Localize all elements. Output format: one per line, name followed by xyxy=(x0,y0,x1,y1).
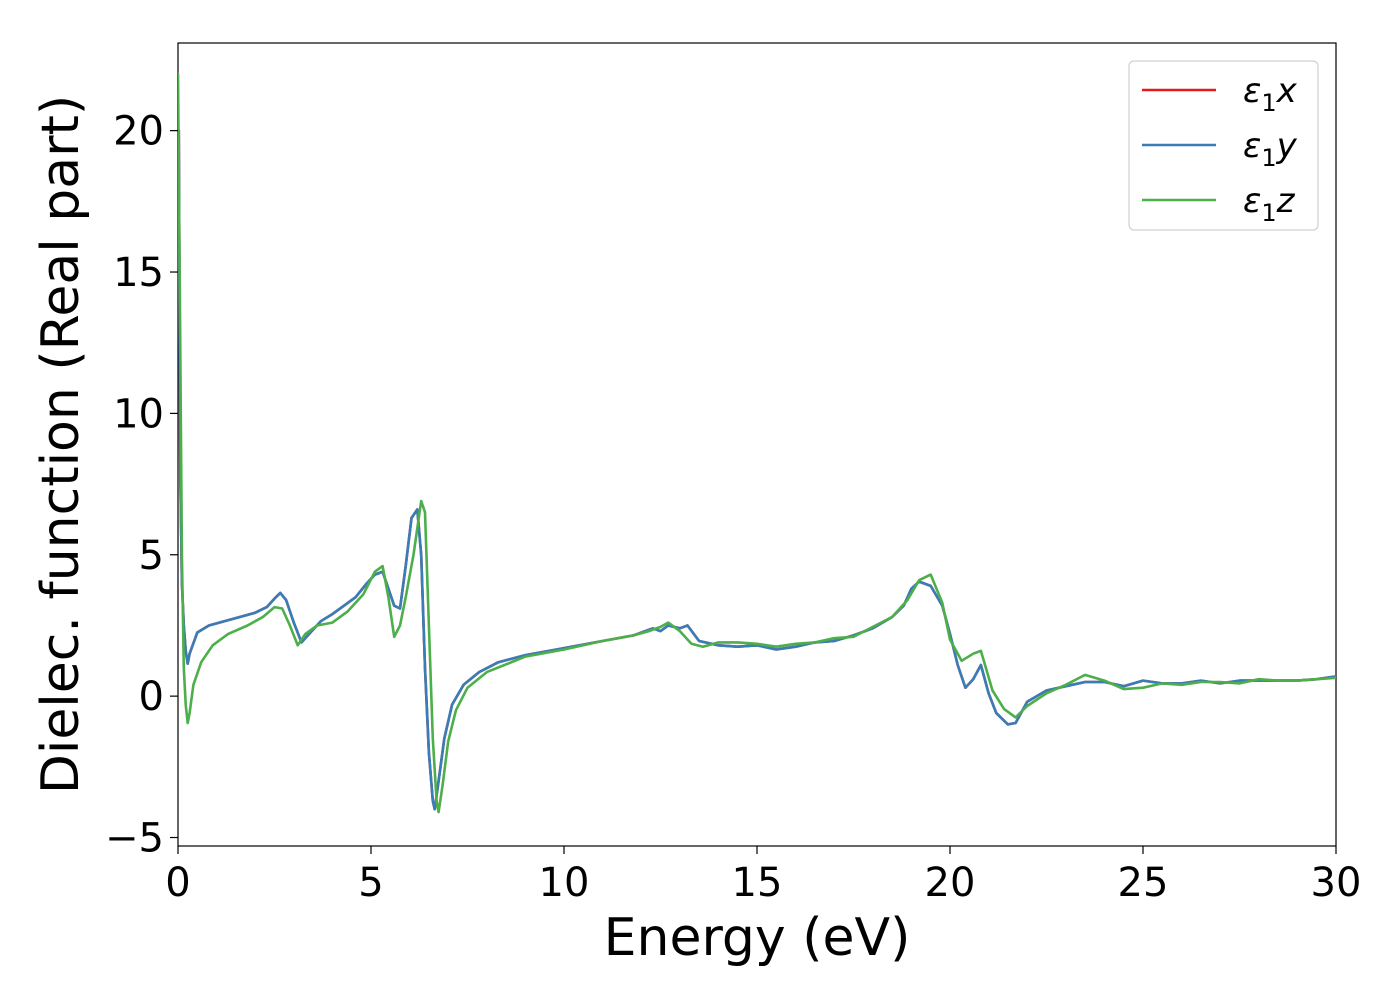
x-tick-label: 20 xyxy=(925,860,976,906)
plot-frame xyxy=(177,42,1337,847)
x-tick-label: 5 xyxy=(358,860,383,906)
series-line-z xyxy=(178,72,1336,814)
x-tick-label: 10 xyxy=(539,860,590,906)
y-tick-label: 15 xyxy=(113,250,164,296)
y-tick-label: 0 xyxy=(139,674,164,720)
y-tick-label: 10 xyxy=(113,391,164,437)
y-tick-label: 5 xyxy=(139,533,164,579)
x-tick-label: 15 xyxy=(732,860,783,906)
y-tick-label: 20 xyxy=(113,109,164,155)
x-tick-label: 30 xyxy=(1311,860,1362,906)
x-axis-label: Energy (eV) xyxy=(604,908,911,968)
x-tick-label: 0 xyxy=(165,860,190,906)
y-tick-label: −5 xyxy=(105,816,164,862)
legend-label-x: ε1x xyxy=(1243,71,1298,117)
x-tick-label: 25 xyxy=(1118,860,1169,906)
legend: ε1x ε1y ε1z xyxy=(1128,60,1319,231)
legend-label-z: ε1z xyxy=(1243,181,1296,227)
series-layer xyxy=(178,72,1336,814)
series-line-x xyxy=(178,129,1336,811)
y-axis-label: Dielec. function (Real part) xyxy=(31,95,91,794)
legend-label-y: ε1y xyxy=(1243,126,1298,172)
series-line-y xyxy=(178,129,1336,811)
legend-box xyxy=(1128,60,1319,231)
